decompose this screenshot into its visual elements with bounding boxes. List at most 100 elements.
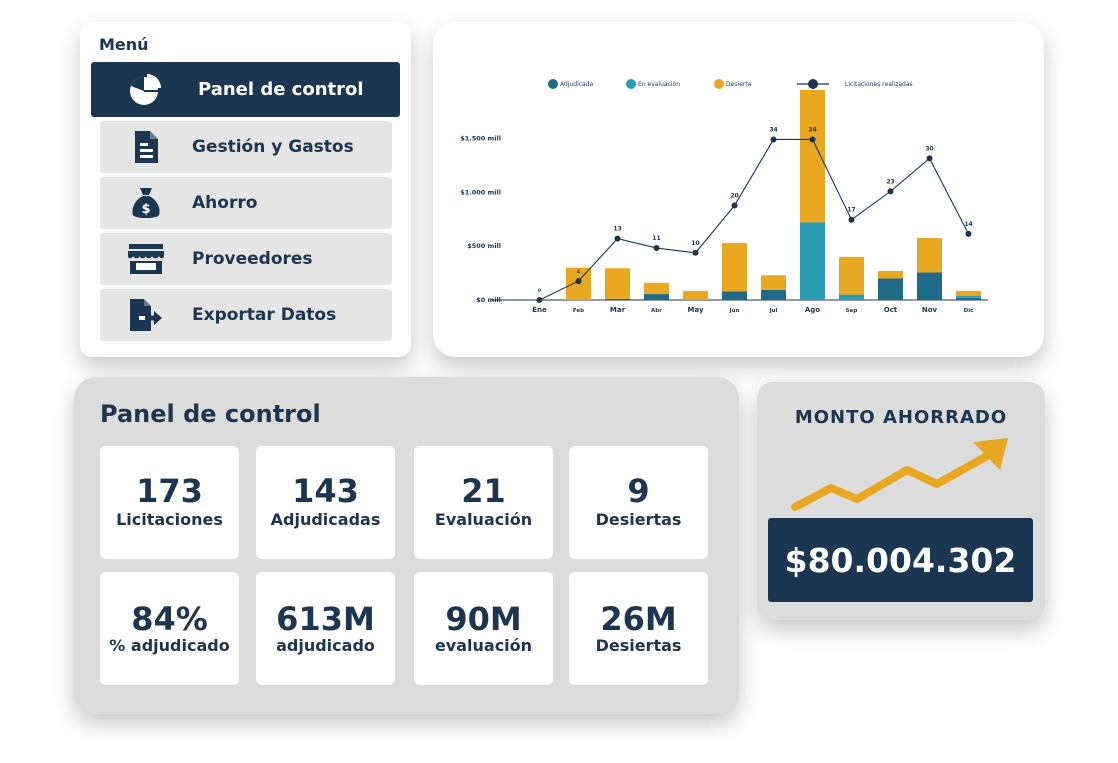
menu-item-exportar-datos[interactable]: Exportar Datos bbox=[100, 289, 392, 341]
stat-label: Desiertas bbox=[595, 636, 682, 655]
bar-adjudicada bbox=[605, 298, 630, 300]
line-point bbox=[614, 235, 621, 242]
stat-card-adjudicadas: 143 Adjudicadas bbox=[256, 446, 395, 559]
line-data-label: 10 bbox=[691, 240, 699, 247]
bar-desierta bbox=[917, 238, 942, 273]
legend-swatch bbox=[548, 79, 558, 89]
stat-value: 173 bbox=[136, 472, 203, 510]
menu-item-panel-de-control[interactable]: Panel de control bbox=[91, 62, 400, 117]
svg-text:$: $ bbox=[141, 202, 150, 217]
savings-title: MONTO AHORRADO bbox=[794, 407, 1008, 428]
bar-en-evaluación bbox=[956, 295, 981, 298]
menu-item-ahorro[interactable]: $ Ahorro bbox=[100, 177, 392, 229]
savings-amount-box: $80.004.302 bbox=[768, 518, 1033, 602]
menu-item-label: Ahorro bbox=[192, 193, 258, 213]
menu-item-label: Gestión y Gastos bbox=[192, 137, 354, 157]
line-data-label: 17 bbox=[847, 207, 855, 214]
y-tick-label: $1.000 mill bbox=[460, 188, 501, 196]
line-data-label: 14 bbox=[964, 221, 972, 228]
line-data-label: 4 bbox=[577, 269, 580, 275]
bar-desierta bbox=[800, 89, 825, 223]
x-tick-label: Jun bbox=[729, 308, 740, 314]
bar-desierta bbox=[722, 242, 747, 292]
line-point bbox=[926, 155, 933, 162]
menu-item-gestion-y-gastos[interactable]: Gestión y Gastos bbox=[100, 121, 392, 173]
stat-label: Evaluación bbox=[434, 510, 533, 529]
money-bag-icon: $ bbox=[100, 186, 192, 220]
legend-label: Desierta bbox=[726, 81, 752, 88]
stat-label: Adjudicadas bbox=[270, 510, 381, 529]
stat-card-licitaciones: 173 Licitaciones bbox=[100, 446, 239, 559]
stat-value: 21 bbox=[461, 472, 506, 510]
menu-item-label: Exportar Datos bbox=[192, 305, 337, 325]
bar-desierta bbox=[839, 256, 864, 295]
stat-card-monto-desiertas: 26M Desiertas bbox=[569, 572, 708, 685]
bar-adjudicada bbox=[761, 289, 786, 300]
stat-value: 84% bbox=[131, 600, 208, 638]
savings-card: MONTO AHORRADO $80.004.302 bbox=[757, 382, 1045, 620]
bar-desierta bbox=[878, 270, 903, 279]
x-tick-label: Nov bbox=[922, 306, 938, 314]
x-tick-label: Ene bbox=[532, 306, 547, 314]
stat-label: adjudicado bbox=[276, 636, 375, 655]
line-data-label: 13 bbox=[613, 226, 621, 233]
bar-adjudicada bbox=[878, 278, 903, 300]
line-data-label: 23 bbox=[886, 178, 894, 185]
stat-card-evaluacion: 21 Evaluación bbox=[414, 446, 553, 559]
stat-card-desiertas: 9 Desiertas bbox=[569, 446, 708, 559]
dashboard-panel: Panel de control 173 Licitaciones 143 Ad… bbox=[74, 377, 739, 714]
stat-value: 26M bbox=[600, 600, 677, 638]
stat-label: evaluación bbox=[434, 636, 533, 655]
line-licitaciones-realizadas bbox=[539, 138, 969, 301]
stat-label: Licitaciones bbox=[116, 510, 223, 529]
line-point bbox=[653, 245, 660, 252]
licitaciones-chart: $0 mill $500 mill $1.000 mill $1.500 mill En… bbox=[460, 79, 988, 314]
trend-up-arrow-icon bbox=[791, 438, 1008, 511]
line-point bbox=[848, 216, 855, 223]
bar-desierta bbox=[605, 268, 630, 299]
y-tick-label: $1.500 mill bbox=[460, 134, 501, 142]
legend-label: Adjudicada bbox=[560, 81, 594, 88]
bar-desierta bbox=[956, 290, 981, 296]
y-tick-label: $500 mill bbox=[467, 242, 501, 250]
store-icon bbox=[100, 243, 192, 275]
x-tick-label: Sep bbox=[846, 308, 858, 314]
pie-chart-icon bbox=[91, 72, 198, 108]
stat-card-monto-adjudicado: 613M adjudicado bbox=[256, 572, 395, 685]
legend-swatch bbox=[626, 79, 636, 89]
bar-en-evaluación bbox=[839, 294, 864, 300]
line-point bbox=[965, 230, 972, 237]
x-tick-label: Dic bbox=[964, 308, 974, 314]
legend-swatch bbox=[714, 79, 724, 89]
bar-en-evaluación bbox=[800, 222, 825, 300]
stat-card-porcentaje-adjudicado: 84% % adjudicado bbox=[100, 572, 239, 685]
savings-amount: $80.004.302 bbox=[784, 540, 1017, 580]
x-tick-label: Ago bbox=[805, 306, 820, 314]
bar-desierta bbox=[761, 275, 786, 290]
menu-title: Menú bbox=[99, 35, 149, 54]
line-data-label: 0 bbox=[538, 288, 541, 294]
menu-item-label: Proveedores bbox=[192, 249, 313, 269]
x-tick-label: Abr bbox=[651, 308, 662, 314]
line-data-label: 30 bbox=[925, 145, 933, 152]
bar-adjudicada bbox=[917, 272, 942, 300]
x-tick-label: Mar bbox=[610, 306, 626, 314]
bar-desierta bbox=[683, 290, 708, 300]
line-point bbox=[692, 249, 699, 256]
x-tick-label: Jul bbox=[769, 308, 778, 314]
menu-item-proveedores[interactable]: Proveedores bbox=[100, 233, 392, 285]
stat-label: Desiertas bbox=[595, 510, 682, 529]
stat-label: % adjudicado bbox=[109, 636, 230, 655]
menu-item-label: Panel de control bbox=[198, 79, 364, 100]
line-point bbox=[731, 202, 738, 209]
stat-value: 143 bbox=[292, 472, 359, 510]
x-tick-label: Oct bbox=[884, 306, 898, 314]
y-tick-label: $0 mill bbox=[476, 296, 501, 304]
bar-adjudicada bbox=[722, 291, 747, 300]
bar-adjudicada bbox=[644, 294, 669, 300]
line-data-label: 11 bbox=[652, 235, 660, 242]
line-point bbox=[809, 136, 816, 143]
chart-card: $0 mill $500 mill $1.000 mill $1.500 mill En… bbox=[433, 22, 1044, 357]
document-icon bbox=[100, 130, 192, 164]
stat-value: 9 bbox=[627, 472, 650, 510]
